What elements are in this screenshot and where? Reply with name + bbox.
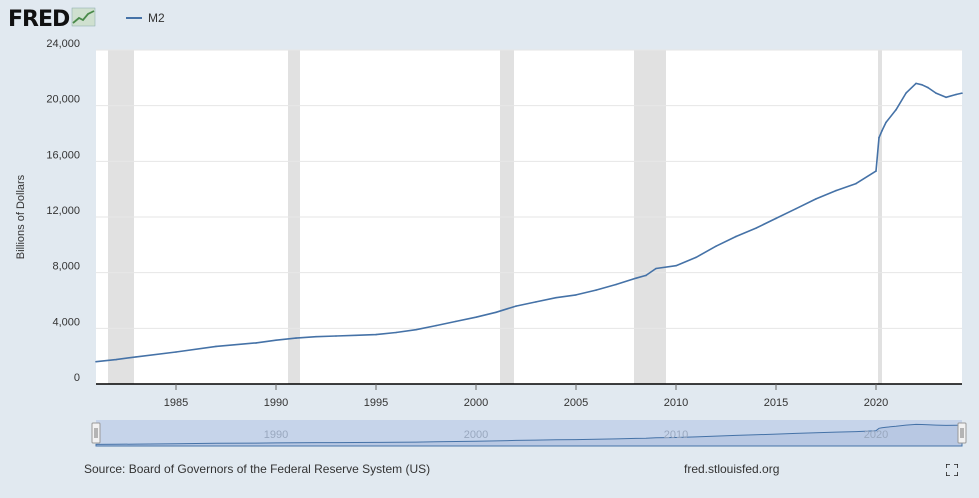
data-point — [775, 217, 777, 220]
y-tick-label: 4,000 — [52, 316, 80, 328]
data-point — [695, 256, 697, 259]
data-point — [915, 82, 917, 85]
navigator-tick-label: 2010 — [664, 429, 688, 441]
data-point — [881, 129, 883, 132]
legend-line-swatch — [126, 17, 142, 19]
navigator-tick-label: 2000 — [464, 429, 488, 441]
x-tick-label: 2010 — [664, 397, 688, 409]
x-tick-label: 2005 — [564, 397, 588, 409]
data-point — [275, 339, 277, 341]
data-point — [555, 296, 557, 299]
data-point — [875, 170, 877, 172]
data-point — [635, 277, 637, 280]
y-axis-label: Billions of Dollars — [15, 174, 27, 259]
data-point — [955, 93, 957, 96]
data-point — [415, 328, 417, 331]
data-point — [715, 245, 717, 248]
data-point — [815, 198, 817, 200]
data-point — [615, 283, 617, 286]
data-point — [435, 324, 437, 327]
data-point — [655, 267, 657, 270]
chart-line-icon — [71, 6, 97, 33]
y-tick-label: 12,000 — [46, 205, 80, 217]
data-point — [215, 345, 217, 348]
m2-line-chart[interactable]: 0 4,000 8,000 12,000 16,000 20,000 24,000 1985 1… — [0, 30, 979, 450]
data-point — [878, 136, 880, 139]
series-line-m2 — [95, 82, 963, 363]
data-point — [835, 189, 837, 192]
y-tick-label: 0 — [74, 372, 80, 384]
data-point — [495, 311, 497, 314]
navigator-handle-right[interactable] — [957, 422, 967, 444]
data-point — [927, 86, 929, 89]
x-tick-label: 2015 — [764, 397, 788, 409]
navigator-tick-label: 1990 — [264, 429, 288, 441]
y-tick-label: 16,000 — [46, 149, 80, 161]
x-tick-label: 1990 — [264, 397, 288, 409]
x-tick-label: 1985 — [164, 397, 188, 409]
data-point — [675, 264, 677, 267]
x-tick-label: 1995 — [364, 397, 388, 409]
data-point — [395, 331, 397, 334]
legend-series-label: M2 — [148, 11, 165, 25]
data-point — [855, 182, 857, 185]
fred-logo[interactable]: FRED — [8, 6, 97, 32]
data-point — [95, 360, 97, 363]
data-point — [575, 294, 577, 296]
navigator-area — [95, 423, 963, 447]
data-point — [115, 358, 117, 361]
fullscreen-icon[interactable] — [945, 463, 959, 477]
data-point — [515, 305, 517, 307]
x-tick-label: 2020 — [864, 397, 888, 409]
data-point — [905, 92, 907, 94]
data-point — [335, 335, 337, 337]
y-tick-label: 24,000 — [46, 38, 80, 50]
navigator-handle-left[interactable] — [91, 422, 101, 444]
data-point — [355, 334, 357, 337]
data-point — [595, 289, 597, 291]
source-text: Source: Board of Governors of the Federa… — [84, 462, 431, 476]
data-point — [795, 207, 797, 210]
data-point — [935, 92, 937, 94]
x-tick-label: 2000 — [464, 397, 488, 409]
logo-text: FRED — [8, 6, 70, 32]
chart-legend[interactable]: M2 — [126, 11, 165, 25]
y-tick-label: 8,000 — [52, 261, 80, 273]
navigator-tick-label: 2020 — [864, 429, 888, 441]
data-point — [645, 274, 647, 277]
data-point — [455, 320, 457, 323]
data-point — [961, 92, 963, 94]
data-point — [135, 356, 137, 358]
data-point — [921, 83, 923, 86]
data-point — [315, 335, 317, 338]
data-point — [175, 351, 177, 353]
site-link[interactable]: fred.stlouisfed.org — [684, 462, 780, 476]
data-point — [475, 316, 477, 319]
data-point — [885, 121, 887, 124]
data-point — [945, 96, 947, 99]
data-point — [255, 342, 257, 344]
data-point — [755, 227, 757, 229]
data-point — [375, 333, 377, 336]
data-point — [295, 337, 297, 339]
y-tick-label: 20,000 — [46, 94, 80, 106]
data-point — [535, 301, 537, 303]
data-point — [895, 109, 897, 111]
data-point — [735, 235, 737, 238]
